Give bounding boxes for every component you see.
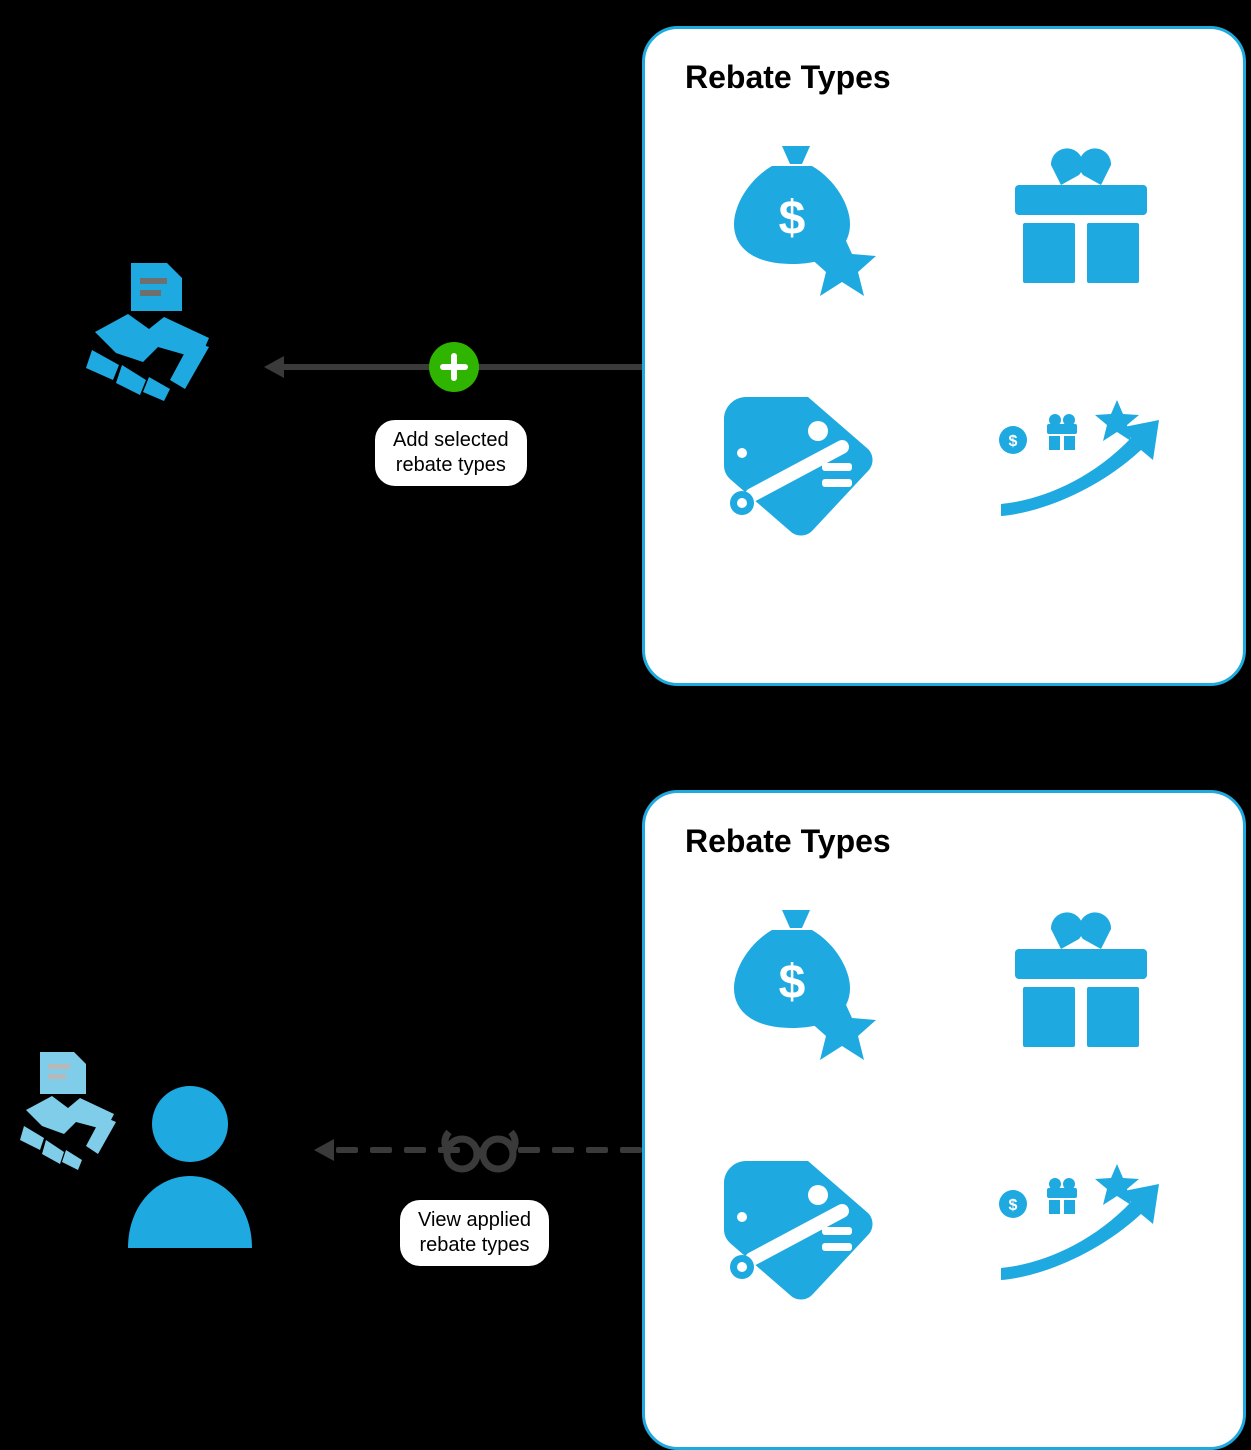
arrow-bot-dash (586, 1147, 608, 1153)
panel-top-icon-grid: $ (685, 126, 1203, 556)
svg-text:$: $ (779, 956, 806, 1009)
glasses-badge-icon (440, 1126, 520, 1174)
svg-text:$: $ (1009, 433, 1018, 450)
arrow-bot-dash (518, 1147, 540, 1153)
svg-text:$: $ (1009, 1197, 1018, 1214)
arrow-bot-dash (404, 1147, 426, 1153)
rebate-types-panel-bottom: Rebate Types $ (642, 790, 1246, 1450)
diagram-canvas: Add selected rebate types Rebate Types $ (0, 0, 1251, 1446)
handshake-document-person-icon (20, 1048, 270, 1268)
panel-top-title: Rebate Types (685, 59, 1203, 96)
arrow-top-label-line2: rebate types (396, 454, 506, 476)
arrow-top-label-line1: Add selected (393, 429, 509, 451)
money-bag-star-icon: $ (722, 136, 892, 296)
arrow-bot-head (314, 1139, 334, 1161)
growth-curve-rewards-icon: $ (991, 396, 1171, 536)
arrow-bot-label-line2: rebate types (419, 1234, 529, 1256)
panel-bot-title: Rebate Types (685, 823, 1203, 860)
arrow-bot-label-line1: View applied (418, 1209, 531, 1231)
arrow-bot-dash (552, 1147, 574, 1153)
plus-badge-icon (429, 342, 479, 392)
handshake-document-icon (80, 260, 230, 410)
arrow-bot-dash (620, 1147, 642, 1153)
panel-bot-icon-grid: $ (685, 890, 1203, 1320)
arrow-top-head (264, 356, 284, 378)
svg-text:$: $ (779, 192, 806, 245)
money-bag-star-icon: $ (722, 900, 892, 1060)
arrow-bot-dash (336, 1147, 358, 1153)
arrow-bot-label: View applied rebate types (398, 1198, 551, 1268)
gift-box-icon (1001, 905, 1161, 1055)
arrow-top-label: Add selected rebate types (373, 418, 529, 488)
arrow-bot-dash (370, 1147, 392, 1153)
rebate-types-panel-top: Rebate Types $ (642, 26, 1246, 686)
price-tag-percent-icon (722, 391, 892, 541)
gift-box-icon (1001, 141, 1161, 291)
price-tag-percent-icon (722, 1155, 892, 1305)
growth-curve-rewards-icon: $ (991, 1160, 1171, 1300)
